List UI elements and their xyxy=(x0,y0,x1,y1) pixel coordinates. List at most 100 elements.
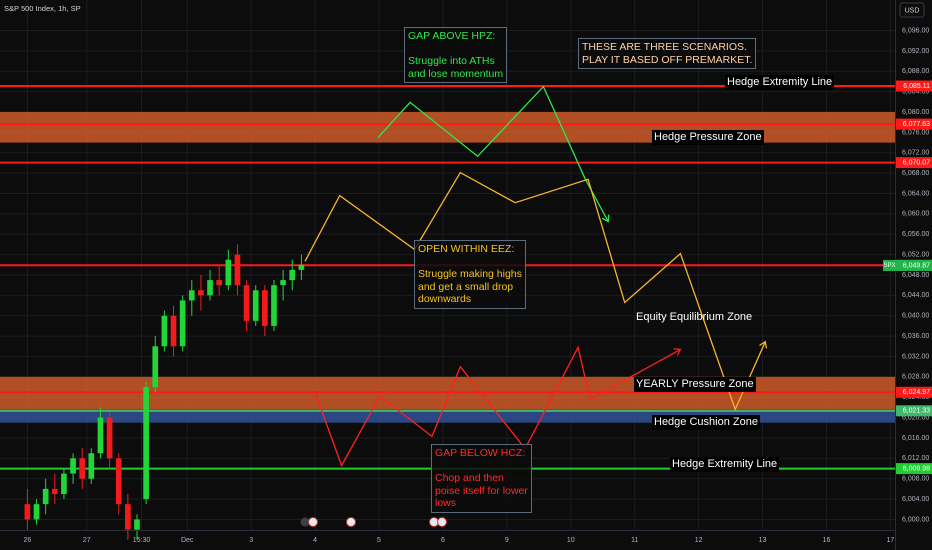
annotation-box: THESE ARE THREE SCENARIOS. PLAY IT BASED … xyxy=(578,38,757,69)
y-tick-label: 6,084.00 xyxy=(902,89,929,96)
candle-body xyxy=(70,458,76,474)
x-tick-label: 15:30 xyxy=(133,537,151,544)
y-tick-label: 6,072.00 xyxy=(902,150,929,157)
candle-body xyxy=(298,264,305,270)
x-tick-label: 6 xyxy=(441,537,445,544)
event-icon[interactable] xyxy=(437,517,447,527)
y-tick-label: 6,012.00 xyxy=(902,455,929,462)
symbol-tag xyxy=(883,259,896,271)
level-name: Hedge Extremity Line xyxy=(725,75,835,90)
zone-name: Hedge Pressure Zone xyxy=(652,130,764,145)
candle-body xyxy=(161,315,168,347)
y-tick-label: 6,096.00 xyxy=(902,27,929,34)
y-tick-label: 6,008.00 xyxy=(902,476,929,483)
x-tick-label: 9 xyxy=(505,537,509,544)
annotation-line: Chop and then xyxy=(435,472,504,484)
zone-name: Hedge Cushion Zone xyxy=(652,415,760,430)
y-tick-label: 6,004.00 xyxy=(902,496,929,503)
annotation-line: Struggle into ATHs xyxy=(408,55,495,67)
x-tick-label: 26 xyxy=(23,537,31,544)
price-level-label: 6,009.98 xyxy=(903,465,930,472)
annotation-box: GAP BELOW HCZ: Chop and then poise itself … xyxy=(431,444,532,513)
candle-body xyxy=(97,417,104,454)
scenario-path xyxy=(304,171,765,412)
annotation-box: GAP ABOVE HPZ: Struggle into ATHs and lose… xyxy=(404,27,508,83)
candle-body xyxy=(143,387,149,500)
price-level-tag xyxy=(896,118,932,130)
candle-body xyxy=(51,488,58,494)
chart-label: Equity Equilibrium Zone xyxy=(636,311,753,323)
x-tick-label: 27 xyxy=(83,537,91,544)
y-tick-label: 6,016.00 xyxy=(902,435,929,442)
price-level-tag xyxy=(896,80,932,92)
candle-body xyxy=(106,417,113,459)
y-tick-label: 6,052.00 xyxy=(902,251,929,258)
candle-body xyxy=(88,453,95,479)
scenario-path xyxy=(377,85,608,222)
candle-body xyxy=(225,259,232,286)
y-tick-label: 6,092.00 xyxy=(902,48,929,55)
candle-body xyxy=(234,254,241,286)
scenario-path xyxy=(314,345,680,468)
level-name: Hedge Extremity Line xyxy=(670,457,780,472)
candle-body xyxy=(152,346,159,388)
x-tick-label: 17 xyxy=(887,537,895,544)
y-tick-label: 6,032.00 xyxy=(902,353,929,360)
annotation-line: downwards xyxy=(418,293,472,305)
candle-body xyxy=(289,269,296,281)
chart-header: S&P 500 Index, 1h, SP xyxy=(4,4,81,13)
price-level-label: 6,024.97 xyxy=(903,389,930,396)
candle-body xyxy=(280,280,286,286)
candle-body xyxy=(42,488,49,505)
event-icon[interactable] xyxy=(300,517,310,527)
y-tick-label: 6,044.00 xyxy=(902,292,929,299)
y-tick-label: 6,040.00 xyxy=(902,313,929,320)
y-tick-label: 6,064.00 xyxy=(902,190,929,197)
event-icon[interactable] xyxy=(346,517,356,527)
currency[interactable]: USD xyxy=(905,7,920,14)
candle-body xyxy=(252,290,259,321)
event-icons xyxy=(300,517,447,527)
candle-body xyxy=(115,458,122,505)
annotation-line: GAP ABOVE HPZ: xyxy=(408,30,496,42)
candle-body xyxy=(125,504,131,530)
annotation-line xyxy=(435,460,528,473)
y-tick-label: 6,076.00 xyxy=(902,129,929,136)
candle-body xyxy=(271,285,277,326)
candle-body xyxy=(61,473,67,494)
price-level-label: 6,021.33 xyxy=(903,408,930,415)
candle-body xyxy=(207,280,213,296)
price-axis: 6,000.00 6,004.00 6,008.00 6,012.00 6,016.00… xyxy=(23,27,932,544)
y-tick-label: 6,020.00 xyxy=(902,414,929,421)
candle-body xyxy=(262,290,268,326)
annotation-line: THESE ARE THREE SCENARIOS. xyxy=(582,41,747,53)
x-tick-label: 10 xyxy=(567,537,575,544)
candles xyxy=(24,244,305,540)
x-tick-label: 13 xyxy=(759,537,767,544)
annotation-line: poise itself for lower xyxy=(435,484,528,497)
y-tick-label: 6,088.00 xyxy=(902,68,929,75)
x-tick-label: 3 xyxy=(249,537,253,544)
y-tick-label: 6,048.00 xyxy=(902,272,929,279)
annotation-line: and get a small drop xyxy=(418,280,514,293)
y-tick-label: 6,036.00 xyxy=(902,333,929,340)
last-price-tag xyxy=(896,259,932,271)
annotation-line: GAP BELOW HCZ: xyxy=(435,447,526,459)
y-tick-label: 6,028.00 xyxy=(902,374,929,381)
annotation-line xyxy=(418,256,522,269)
price-level-label: 6,070.07 xyxy=(903,159,930,166)
zone-name: YEARLY Pressure Zone xyxy=(634,377,756,392)
x-tick-label: 16 xyxy=(823,537,831,544)
price-level-tag xyxy=(896,463,932,475)
currency-button[interactable] xyxy=(899,2,925,18)
x-tick-label: 11 xyxy=(631,537,638,544)
candle-body xyxy=(198,290,204,296)
x-tick-label: 4 xyxy=(313,537,317,544)
x-tick-label: 12 xyxy=(695,537,703,544)
y-tick-label: 6,056.00 xyxy=(902,231,929,238)
symbol-label: SPX xyxy=(883,263,895,269)
annotation-line: and lose momentum xyxy=(408,67,504,80)
annotation-line: PLAY IT BASED OFF PREMARKET. xyxy=(582,53,753,66)
event-icon[interactable] xyxy=(308,517,318,527)
